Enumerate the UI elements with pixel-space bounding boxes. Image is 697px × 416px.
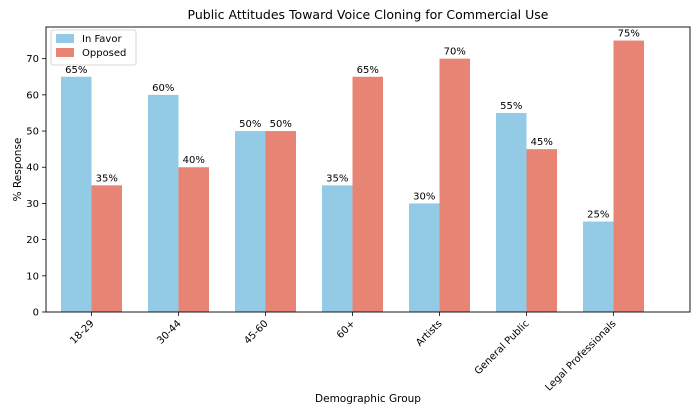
y-tick-label-50: 50	[26, 127, 39, 138]
data-label-in-favor-30-44: 60%	[152, 83, 174, 94]
legend-label-in-favor: In Favor	[82, 34, 122, 45]
legend-swatch-in-favor	[56, 34, 74, 43]
bar-opposed-legal-professionals	[613, 40, 644, 312]
data-label-opposed-45-60: 50%	[270, 119, 292, 130]
y-axis-title: % Response	[12, 138, 24, 202]
y-tick-label-30: 30	[26, 199, 39, 210]
bar-in-favor-45-60	[235, 131, 266, 312]
bar-opposed-30-44	[178, 167, 209, 312]
x-tick-label-45-60: 45-60	[242, 318, 270, 346]
x-tick-label-artists: Artists	[414, 318, 444, 348]
x-axis: 18-29 30-44 45-60 60+ Artists General Public L…	[68, 312, 619, 394]
data-label-in-favor-general-public: 55%	[500, 101, 522, 112]
bar-in-favor-60	[322, 185, 353, 312]
data-label-in-favor-legal-professionals: 25%	[587, 210, 609, 221]
data-label-opposed-general-public: 45%	[531, 137, 553, 148]
y-tick-label-70: 70	[26, 54, 39, 65]
y-tick-label-10: 10	[26, 271, 39, 282]
bar-opposed-artists	[439, 58, 470, 312]
legend: In Favor Opposed	[50, 29, 137, 66]
bar-opposed-18-29	[91, 185, 122, 312]
legend-label-opposed: Opposed	[82, 48, 126, 59]
bar-in-favor-artists	[409, 203, 440, 312]
bar-opposed-45-60	[265, 131, 296, 312]
data-label-in-favor-artists: 30%	[413, 191, 435, 202]
bar-in-favor-18-29	[61, 76, 92, 312]
plot-frame	[45, 26, 691, 313]
data-label-in-favor-60: 35%	[326, 173, 348, 184]
bar-in-favor-general-public	[496, 112, 527, 312]
bar-in-favor-legal-professionals	[583, 221, 614, 312]
y-tick-label-60: 60	[26, 90, 39, 101]
y-tick-label-20: 20	[26, 235, 39, 246]
x-tick-label-legal-professionals: Legal Professionals	[543, 318, 618, 393]
x-tick-label-60: 60+	[335, 318, 358, 341]
data-label-opposed-30-44: 40%	[183, 155, 205, 166]
data-label-opposed-legal-professionals: 75%	[618, 29, 640, 40]
y-tick-label-40: 40	[26, 163, 39, 174]
legend-swatch-opposed	[56, 48, 74, 57]
x-tick-label-general-public: General Public	[473, 318, 532, 377]
x-tick-label-18-29: 18-29	[68, 318, 96, 346]
data-label-opposed-18-29: 35%	[96, 173, 118, 184]
chart-title: Public Attitudes Toward Voice Cloning fo…	[188, 7, 549, 22]
bars-group	[61, 40, 644, 312]
data-label-opposed-artists: 70%	[444, 47, 466, 58]
x-tick-label-30-44: 30-44	[155, 318, 183, 346]
data-label-in-favor-18-29: 65%	[65, 65, 87, 76]
data-label-opposed-60: 65%	[357, 65, 379, 76]
bar-opposed-general-public	[526, 149, 557, 312]
y-axis: 0 10 20 30 40 50 60 70	[26, 54, 46, 319]
x-axis-title: Demographic Group	[315, 393, 421, 405]
bar-in-favor-30-44	[148, 94, 179, 312]
bar-opposed-60	[352, 76, 383, 312]
y-tick-label-0: 0	[33, 308, 39, 319]
data-labels-group: 65% 35% 60% 40% 50% 50% 35% 65% 30% 70% 55% 45% 25% 7…	[65, 29, 640, 221]
data-label-in-favor-45-60: 50%	[239, 119, 261, 130]
